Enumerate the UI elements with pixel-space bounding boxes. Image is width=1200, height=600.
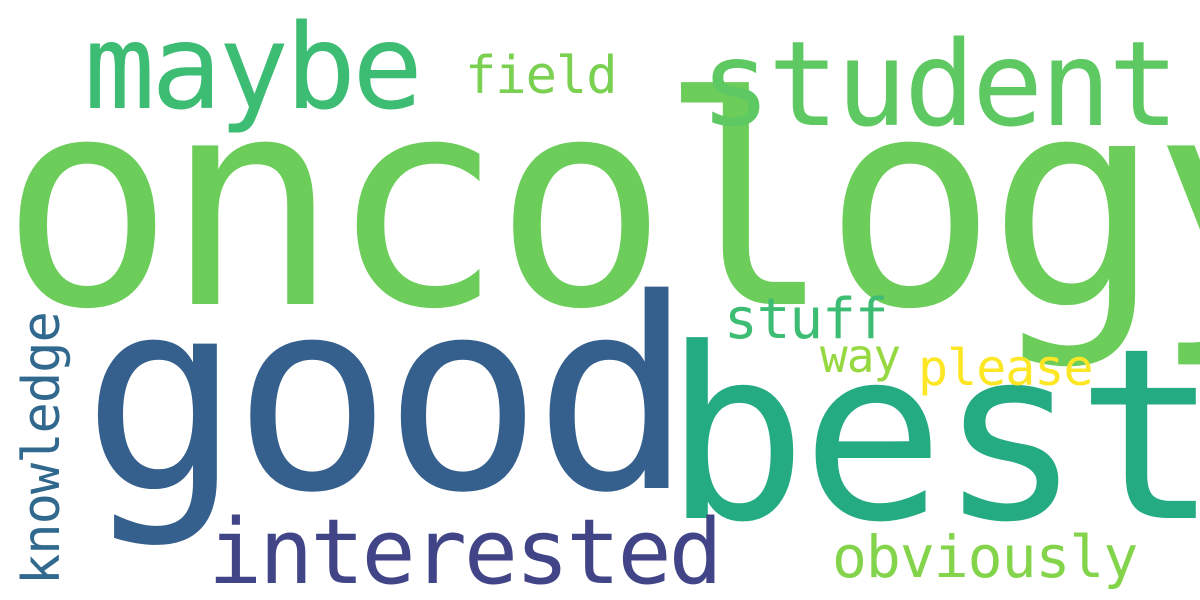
word-student: student xyxy=(700,15,1179,153)
word-knowledge: knowledge xyxy=(12,312,72,585)
word-oncology: oncology xyxy=(0,36,1200,373)
word-interested: interested xyxy=(208,500,723,600)
word-way: way xyxy=(820,329,901,383)
word-best: best xyxy=(664,298,1200,575)
word-please: please xyxy=(918,339,1094,397)
word-obviously: obviously xyxy=(832,523,1138,591)
word-field: field xyxy=(465,46,618,106)
word-stuff: stuff xyxy=(724,287,889,352)
word-good: good xyxy=(82,243,693,551)
word-maybe: maybe xyxy=(84,0,423,136)
